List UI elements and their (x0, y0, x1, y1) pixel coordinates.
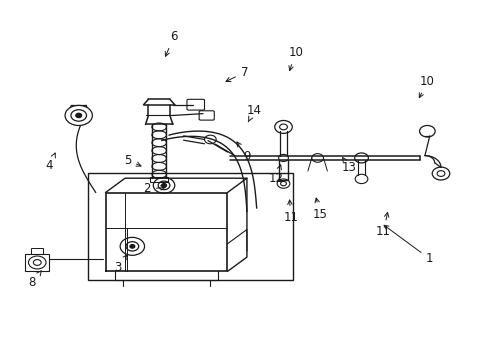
Bar (25, 253, 49, 271)
Text: 10: 10 (418, 75, 434, 98)
Text: 7: 7 (225, 66, 248, 81)
Text: 15: 15 (312, 198, 327, 221)
Text: 2: 2 (143, 183, 165, 195)
Text: 11: 11 (375, 212, 390, 238)
Text: 11: 11 (283, 200, 298, 224)
Circle shape (161, 184, 166, 187)
Text: 6: 6 (165, 30, 177, 56)
Text: 3: 3 (114, 255, 127, 274)
Circle shape (76, 113, 81, 118)
Text: 12: 12 (268, 165, 283, 185)
Circle shape (130, 244, 135, 248)
Bar (150, 177, 167, 182)
Text: 5: 5 (123, 154, 141, 167)
Text: 1: 1 (384, 225, 433, 265)
Text: 9: 9 (237, 142, 250, 163)
Bar (31, 248, 43, 253)
Text: 8: 8 (29, 271, 41, 289)
Text: 14: 14 (246, 104, 261, 122)
Circle shape (65, 105, 92, 126)
Text: 4: 4 (45, 153, 55, 172)
Text: 13: 13 (341, 158, 356, 174)
Text: 10: 10 (287, 46, 303, 71)
Bar (88, 173, 293, 280)
